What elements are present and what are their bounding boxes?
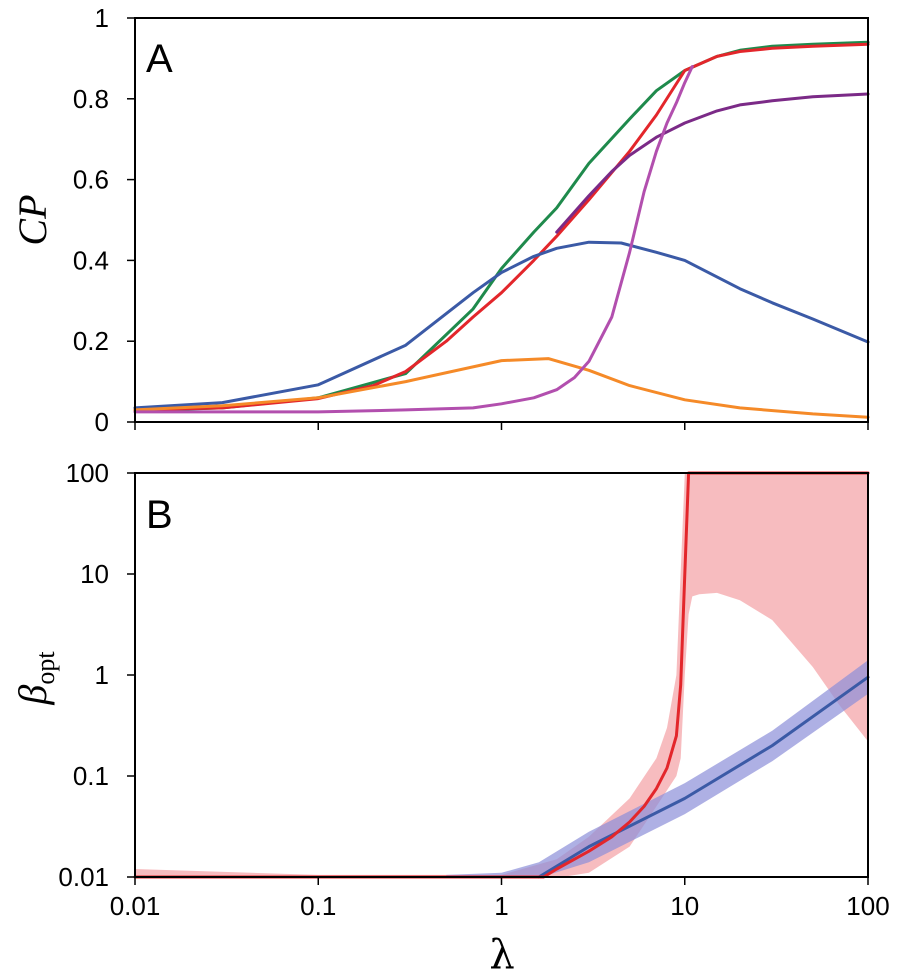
- panel-a-line-magenta: [133, 65, 694, 414]
- x-tick-label: 0.1: [300, 891, 336, 921]
- panel-b-letter: B: [146, 493, 173, 537]
- panel-b-ytick-label: 1: [95, 660, 109, 690]
- x-tick-label: 100: [846, 891, 889, 921]
- panel-a-line-blue: [133, 240, 870, 410]
- panel-a-line-orange: [133, 357, 870, 419]
- panel-a-letter: A: [146, 37, 173, 81]
- x-tick-label: 1: [494, 891, 508, 921]
- panel-b-ytick-label: 0.01: [58, 862, 109, 892]
- panel-a-ytick-label: 1: [95, 3, 109, 33]
- panel-a-line-green: [133, 40, 870, 413]
- panel-a-ticks: 0 0.2 0.4 0.6 0.8 1: [73, 3, 869, 437]
- panel-b-ytick-label: 10: [80, 559, 109, 589]
- panel-b-bands: [135, 473, 868, 878]
- panel-b-ticks: 0.01 0.1 1 10 100: [58, 458, 135, 892]
- panel-a-ytick-label: 0.2: [73, 326, 109, 356]
- panel-a-ytick-label: 0: [95, 407, 109, 437]
- panel-b: 0.01 0.1 1 10 100 B βopt 0.01 0.1 1 10 100 λ: [10, 458, 890, 977]
- x-axis-label: λ: [489, 932, 514, 977]
- panel-b-ytick-label: 0.1: [73, 761, 109, 791]
- panel-b-red-band: [135, 473, 868, 878]
- panel-b-ylabel: βopt: [10, 651, 60, 706]
- panel-a: 0 0.2 0.4 0.6 0.8 1 A CP: [10, 3, 870, 437]
- x-tick-label: 10: [670, 891, 699, 921]
- panel-b-ylabel-main: β: [10, 685, 55, 706]
- panel-b-ylabel-sub: opt: [31, 651, 60, 685]
- panel-a-series: [133, 40, 870, 419]
- panel-a-ytick-label: 0.4: [73, 245, 109, 275]
- panel-b-ytick-label: 100: [66, 458, 109, 488]
- panel-a-ylabel: CP: [10, 194, 55, 245]
- x-axis-ticks: 0.01 0.1 1 10 100: [110, 877, 890, 921]
- panel-a-line-purple: [555, 92, 870, 234]
- panel-a-line-red: [133, 42, 870, 412]
- x-tick-label: 0.01: [110, 891, 161, 921]
- panel-b-line-blue: [537, 675, 870, 879]
- panel-a-ytick-label: 0.6: [73, 165, 109, 195]
- panel-a-ytick-label: 0.8: [73, 84, 109, 114]
